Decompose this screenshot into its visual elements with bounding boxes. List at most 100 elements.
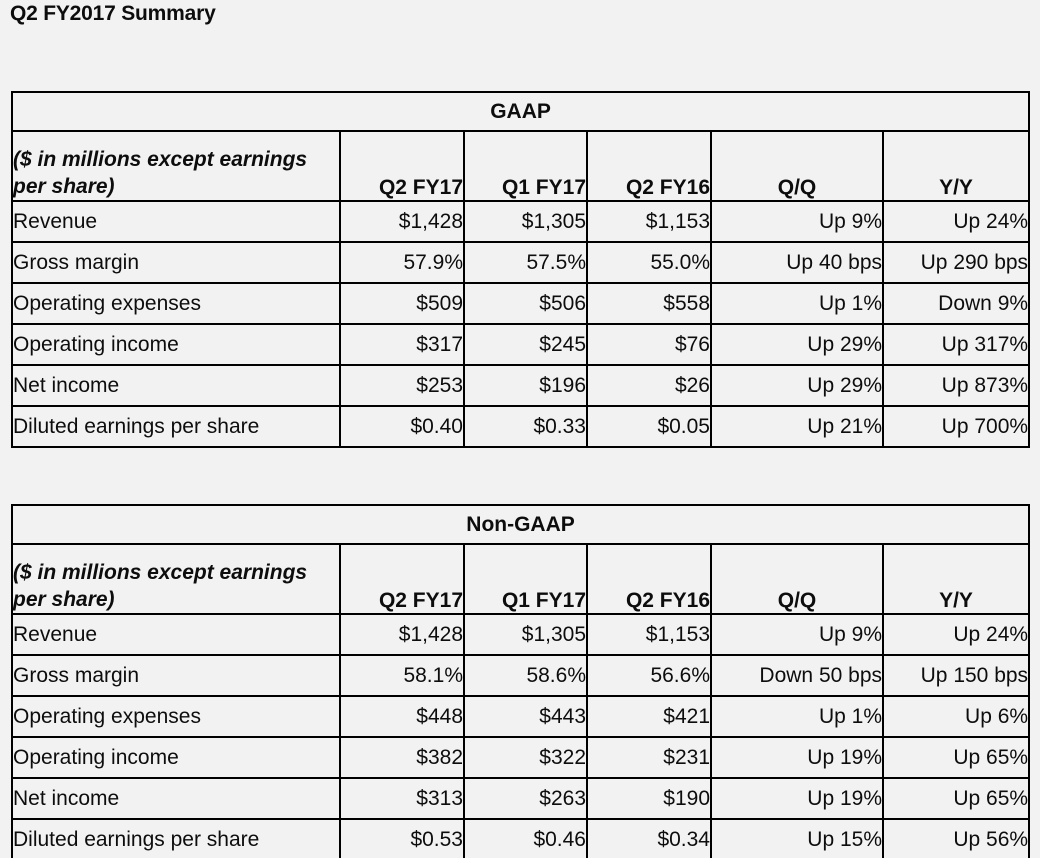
value-cell: $190 (586, 777, 712, 820)
value-cell: $443 (463, 695, 588, 738)
value-cell: $0.05 (586, 405, 712, 448)
value-cell: Up 24% (881, 613, 1031, 656)
row-label-cell: Operating income (11, 736, 341, 779)
value-cell: $0.46 (463, 818, 588, 858)
column-header-cell: Q1 FY17 (463, 543, 588, 615)
table-row: Gross margin 57.9% 57.5% 55.0% Up 40 bps… (11, 241, 1031, 284)
column-header-cell: Y/Y (881, 543, 1031, 615)
row-label-cell: Operating income (11, 323, 341, 366)
value-cell: 56.6% (586, 654, 712, 697)
column-header-cell: Q2 FY17 (339, 543, 465, 615)
row-label-cell: Net income (11, 364, 341, 407)
value-cell: Up 56% (881, 818, 1031, 858)
value-cell: $322 (463, 736, 588, 779)
value-cell: 58.6% (463, 654, 588, 697)
row-label-cell: Net income (11, 777, 341, 820)
measure-note-line: per share) (13, 588, 115, 611)
column-header-cell: Q2 FY17 (339, 130, 465, 202)
measure-note-cell: ($ in millions except earnings per share… (11, 543, 341, 615)
value-cell: $1,305 (463, 613, 588, 656)
value-cell: Up 19% (710, 777, 884, 820)
value-cell: $1,305 (463, 200, 588, 243)
value-cell: 57.5% (463, 241, 588, 284)
row-label-cell: Operating expenses (11, 282, 341, 325)
value-cell: $448 (339, 695, 465, 738)
value-cell: Up 873% (881, 364, 1031, 407)
value-cell: $1,153 (586, 200, 712, 243)
row-label-cell: Operating expenses (11, 695, 341, 738)
value-cell: $245 (463, 323, 588, 366)
value-cell: Up 21% (710, 405, 884, 448)
value-cell: Up 9% (710, 200, 884, 243)
value-cell: $231 (586, 736, 712, 779)
column-header-row: ($ in millions except earnings per share… (11, 130, 1031, 202)
value-cell: $0.40 (339, 405, 465, 448)
table-title-row: GAAP (10, 91, 1031, 132)
value-cell: $76 (586, 323, 712, 366)
column-header-cell: Y/Y (881, 130, 1031, 202)
value-cell: $0.53 (339, 818, 465, 858)
value-cell: Up 1% (710, 282, 884, 325)
column-header-cell: Q2 FY16 (586, 543, 712, 615)
value-cell: 58.1% (339, 654, 465, 697)
table-row: Revenue $1,428 $1,305 $1,153 Up 9% Up 24… (11, 613, 1031, 656)
value-cell: $509 (339, 282, 465, 325)
measure-note-line: per share) (13, 175, 115, 198)
value-cell: Down 9% (881, 282, 1031, 325)
table-row: Net income $253 $196 $26 Up 29% Up 873% (11, 364, 1031, 407)
column-header-cell: Q1 FY17 (463, 130, 588, 202)
value-cell: Up 19% (710, 736, 884, 779)
row-label-cell: Gross margin (11, 654, 341, 697)
row-label-cell: Revenue (11, 200, 341, 243)
value-cell: $26 (586, 364, 712, 407)
value-cell: $1,153 (586, 613, 712, 656)
value-cell: Up 24% (881, 200, 1031, 243)
row-label-cell: Diluted earnings per share (11, 818, 341, 858)
value-cell: 55.0% (586, 241, 712, 284)
value-cell: $1,428 (339, 613, 465, 656)
value-cell: Up 6% (881, 695, 1031, 738)
value-cell: Up 290 bps (881, 241, 1031, 284)
value-cell: $0.33 (463, 405, 588, 448)
value-cell: Up 29% (710, 323, 884, 366)
row-label-cell: Gross margin (11, 241, 341, 284)
value-cell: $382 (339, 736, 465, 779)
table-row: Diluted earnings per share $0.53 $0.46 $… (11, 818, 1031, 858)
value-cell: $0.34 (586, 818, 712, 858)
gaap-table: GAAP ($ in millions except earnings per … (10, 91, 1031, 448)
value-cell: $253 (339, 364, 465, 407)
row-label-cell: Diluted earnings per share (11, 405, 341, 448)
table-row: Gross margin 58.1% 58.6% 56.6% Down 50 b… (11, 654, 1031, 697)
column-header-row: ($ in millions except earnings per share… (11, 543, 1031, 615)
column-header-cell: Q2 FY16 (586, 130, 712, 202)
value-cell: Up 9% (710, 613, 884, 656)
value-cell: Up 65% (881, 777, 1031, 820)
table-row: Operating income $382 $322 $231 Up 19% U… (11, 736, 1031, 779)
row-label-cell: Revenue (11, 613, 341, 656)
value-cell: Up 15% (710, 818, 884, 858)
table-row: Operating expenses $448 $443 $421 Up 1% … (11, 695, 1031, 738)
table-row: Net income $313 $263 $190 Up 19% Up 65% (11, 777, 1031, 820)
value-cell: Up 29% (710, 364, 884, 407)
value-cell: $421 (586, 695, 712, 738)
non-gaap-table: Non-GAAP ($ in millions except earnings … (10, 504, 1031, 858)
page-title: Q2 FY2017 Summary (10, 2, 216, 25)
table-title-row: Non-GAAP (10, 504, 1031, 545)
table-row: Operating expenses $509 $506 $558 Up 1% … (11, 282, 1031, 325)
value-cell: Up 65% (881, 736, 1031, 779)
value-cell: $317 (339, 323, 465, 366)
value-cell: $263 (463, 777, 588, 820)
measure-note-cell: ($ in millions except earnings per share… (11, 130, 341, 202)
value-cell: Down 50 bps (710, 654, 884, 697)
column-header-cell: Q/Q (710, 543, 884, 615)
value-cell: Up 1% (710, 695, 884, 738)
table-row: Diluted earnings per share $0.40 $0.33 $… (11, 405, 1031, 448)
value-cell: 57.9% (339, 241, 465, 284)
column-header-cell: Q/Q (710, 130, 884, 202)
value-cell: Up 317% (881, 323, 1031, 366)
value-cell: $1,428 (339, 200, 465, 243)
table-row: Revenue $1,428 $1,305 $1,153 Up 9% Up 24… (11, 200, 1031, 243)
measure-note-line: ($ in millions except earnings (13, 561, 308, 584)
value-cell: Up 150 bps (881, 654, 1031, 697)
value-cell: Up 40 bps (710, 241, 884, 284)
